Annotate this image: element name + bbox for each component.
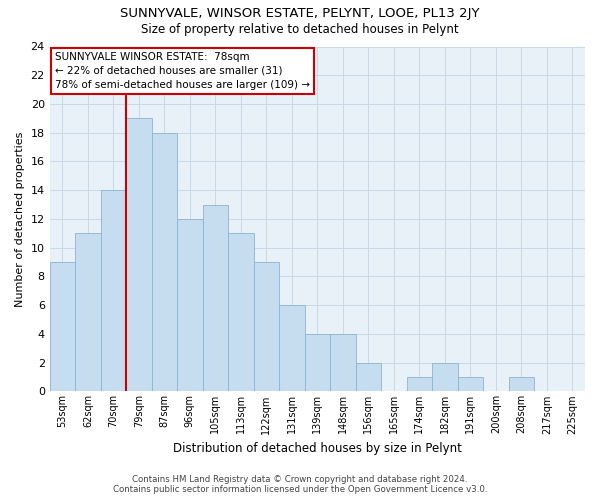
Bar — [458, 377, 483, 392]
Bar — [305, 334, 330, 392]
Bar — [75, 234, 101, 392]
Bar — [509, 377, 534, 392]
Bar — [330, 334, 356, 392]
Bar — [126, 118, 152, 392]
Bar — [254, 262, 279, 392]
Bar — [101, 190, 126, 392]
Bar — [407, 377, 432, 392]
Y-axis label: Number of detached properties: Number of detached properties — [15, 132, 25, 306]
Text: SUNNYVALE, WINSOR ESTATE, PELYNT, LOOE, PL13 2JY: SUNNYVALE, WINSOR ESTATE, PELYNT, LOOE, … — [120, 8, 480, 20]
Bar — [356, 362, 381, 392]
Bar — [177, 219, 203, 392]
Bar — [228, 234, 254, 392]
Bar — [152, 132, 177, 392]
Text: SUNNYVALE WINSOR ESTATE:  78sqm
← 22% of detached houses are smaller (31)
78% of: SUNNYVALE WINSOR ESTATE: 78sqm ← 22% of … — [55, 52, 310, 90]
Text: Contains HM Land Registry data © Crown copyright and database right 2024.
Contai: Contains HM Land Registry data © Crown c… — [113, 474, 487, 494]
Text: Size of property relative to detached houses in Pelynt: Size of property relative to detached ho… — [141, 22, 459, 36]
Bar — [279, 305, 305, 392]
Bar — [50, 262, 75, 392]
X-axis label: Distribution of detached houses by size in Pelynt: Distribution of detached houses by size … — [173, 442, 462, 455]
Bar — [203, 204, 228, 392]
Bar — [432, 362, 458, 392]
